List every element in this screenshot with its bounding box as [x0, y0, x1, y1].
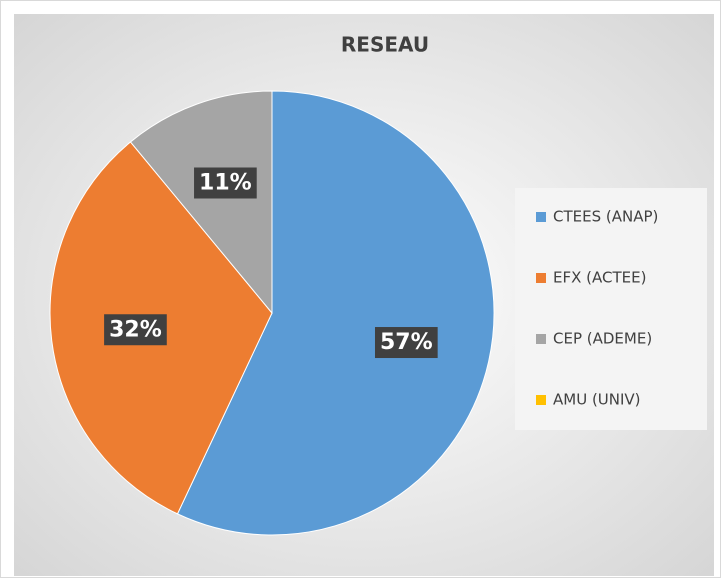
data-label-background: [194, 167, 257, 199]
data-label: 11%: [199, 170, 252, 195]
legend-marker: [536, 212, 546, 222]
data-label: 57%: [380, 330, 433, 355]
data-label-background: [374, 327, 438, 359]
data-label: 32%: [109, 317, 162, 342]
pie-slice: [176, 90, 495, 536]
legend-label: EFX (ACTEE): [553, 269, 646, 287]
legend-label: CEP (ADEME): [553, 330, 652, 348]
legend-marker: [536, 395, 546, 405]
legend: [515, 188, 707, 430]
legend-label: AMU (UNIV): [553, 391, 641, 409]
chart-title: RESEAU: [341, 33, 429, 57]
legend-marker: [536, 273, 546, 283]
legend-label: CTEES (ANAP): [553, 208, 658, 226]
data-label-background: [104, 314, 167, 346]
pie-slice: [129, 90, 273, 315]
legend-marker: [536, 334, 546, 344]
